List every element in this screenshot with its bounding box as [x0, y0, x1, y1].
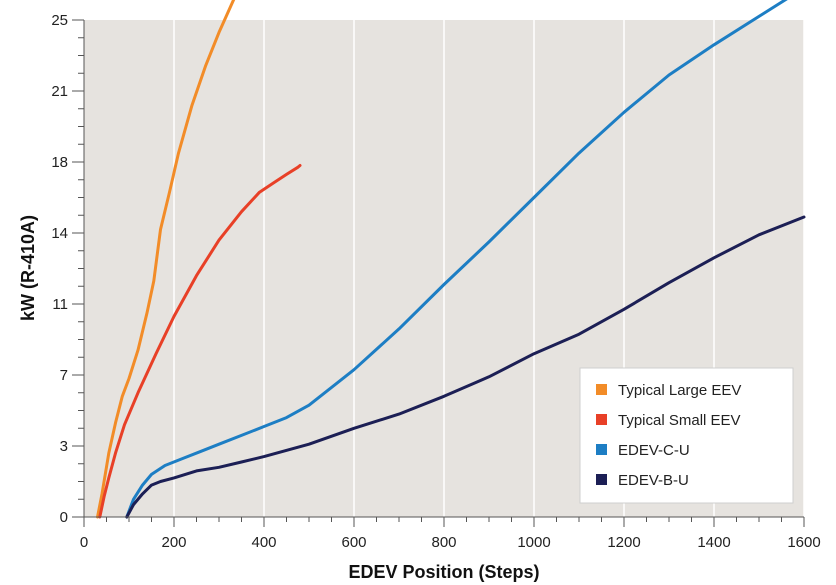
axes [72, 19, 805, 527]
x-tick-label: 600 [341, 534, 366, 551]
x-tick-label: 1400 [697, 534, 730, 551]
y-tick-label: 0 [60, 509, 68, 526]
legend-label: EDEV-C-U [618, 442, 690, 459]
x-tick-label: 1000 [517, 534, 550, 551]
legend-swatch [596, 474, 607, 485]
x-tick-label: 0 [80, 534, 88, 551]
series-lines [96, 0, 806, 519]
y-tick-label: 11 [52, 296, 68, 313]
tick-labels: 0 3 7 11 14 18 21 25 0 200 400 600 800 1000 1200 1400 16… [51, 12, 820, 551]
legend-box [579, 367, 794, 504]
legend-swatch [596, 414, 607, 425]
y-tick-label: 14 [51, 225, 68, 242]
series-line [98, 164, 302, 519]
legend-label: Typical Small EEV [618, 412, 741, 429]
y-tick-label: 7 [60, 367, 68, 384]
y-tick-label: 3 [60, 438, 68, 455]
y-tick-label: 21 [51, 83, 68, 100]
legend-label: Typical Large EEV [618, 382, 741, 399]
x-tick-label: 1600 [787, 534, 820, 551]
x-axis-title: EDEV Position (Steps) [348, 562, 539, 582]
y-tick-label: 18 [51, 154, 68, 171]
legend-label: EDEV-B-U [618, 472, 689, 489]
y-tick-label: 25 [51, 12, 68, 29]
series-line [125, 215, 806, 519]
x-tick-label: 400 [251, 534, 276, 551]
x-tick-label: 1200 [607, 534, 640, 551]
x-tick-label: 200 [161, 534, 186, 551]
legend: Typical Large EEV Typical Small EEV EDEV-C… [579, 367, 794, 504]
legend-swatch [596, 384, 607, 395]
legend-swatch [596, 444, 607, 455]
x-tick-label: 800 [431, 534, 456, 551]
series-line [125, 0, 788, 519]
y-axis-title: kW (R-410A) [18, 215, 38, 321]
series-line [96, 0, 236, 519]
